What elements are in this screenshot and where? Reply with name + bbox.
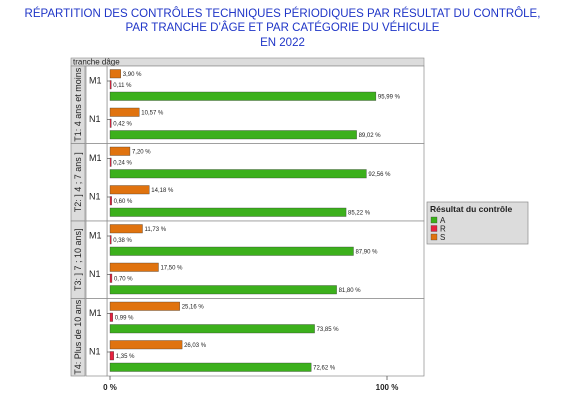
data-label-A: 81,80 % [339, 288, 362, 294]
category-label: N1 [89, 192, 101, 202]
data-label-A: 73,85 % [317, 327, 340, 333]
bar-S [109, 340, 183, 350]
bar-A [109, 285, 337, 295]
bar-S [109, 185, 150, 195]
bar-S [109, 224, 143, 234]
legend-swatch-S [430, 233, 438, 241]
category-label: N1 [89, 114, 101, 124]
category-column [85, 298, 108, 377]
bar-S [109, 262, 159, 272]
data-label-S: 14,18 % [151, 188, 174, 194]
data-label-R: 0,70 % [114, 277, 133, 283]
category-label: N1 [89, 269, 101, 279]
data-label-A: 92,56 % [368, 172, 391, 178]
category-label: M1 [89, 153, 102, 163]
chart-title-line-1: RÉPARTITION DES CONTRÔLES TECHNIQUES PÉR… [24, 8, 541, 20]
panel-label: T1: 4 ans et moins [73, 67, 83, 142]
data-label-S: 3,90 % [123, 72, 142, 78]
chart-title-line-3: EN 2022 [260, 37, 305, 49]
data-label-R: 0,11 % [113, 83, 132, 89]
x-tick-label: 100 % [376, 383, 399, 392]
bar-A [109, 130, 357, 140]
data-label-R: 0,60 % [114, 199, 133, 205]
data-label-A: 85,22 % [348, 211, 371, 217]
category-label: M1 [89, 76, 102, 86]
panel-label: T2: ] 4 ; 7 ans ] [73, 152, 83, 212]
data-label-R: 1,35 % [116, 354, 135, 360]
category-label: M1 [89, 308, 102, 318]
bar-A [109, 169, 367, 179]
data-label-S: 10,57 % [141, 111, 164, 117]
bar-R [109, 80, 112, 90]
panel-strip [70, 298, 86, 377]
bar-A [109, 246, 354, 256]
bar-A [109, 91, 377, 101]
data-label-A: 72,62 % [313, 366, 336, 372]
panel-label: T4: Plus de 10 ans [73, 299, 83, 375]
bar-A [109, 362, 312, 372]
data-label-R: 0,38 % [113, 238, 132, 244]
bar-A [109, 207, 347, 217]
data-label-R: 0,99 % [115, 316, 134, 322]
panel-axis-header [70, 57, 425, 67]
bar-R [109, 196, 112, 206]
data-label-S: 17,50 % [160, 266, 183, 272]
bar-S [109, 69, 121, 79]
data-label-S: 25,16 % [182, 305, 205, 311]
legend-swatch-R [430, 225, 438, 232]
legend-label-S: S [440, 233, 445, 242]
bar-R [109, 351, 114, 361]
data-label-A: 87,90 % [355, 250, 378, 256]
bar-R [109, 118, 112, 128]
legend-label-A: A [440, 216, 446, 225]
bar-S [109, 107, 140, 117]
legend-box [426, 201, 529, 245]
legend-label-R: R [440, 225, 446, 234]
x-tick-label: 0 % [103, 383, 117, 392]
category-label: N1 [89, 347, 101, 357]
bar-R [109, 235, 112, 245]
bar-S [109, 301, 180, 311]
bar-S [109, 146, 131, 156]
legend-swatch-A [430, 216, 438, 224]
bar-A [109, 324, 315, 334]
data-label-A: 89,02 % [359, 133, 382, 139]
data-label-R: 0,42 % [113, 122, 132, 128]
data-label-S: 26,03 % [184, 343, 207, 349]
legend-title: Résultat du contrôle [430, 204, 512, 214]
bar-R [109, 157, 112, 167]
category-label: M1 [89, 231, 102, 241]
data-label-S: 7,20 % [132, 150, 151, 156]
data-label-R: 0,24 % [113, 161, 132, 167]
chart-title-line-2: PAR TRANCHE D’ÂGE ET PAR CATÉGORIE DU VÉ… [125, 22, 440, 34]
data-label-S: 11,73 % [144, 227, 166, 233]
bar-R [109, 312, 113, 322]
panel-label: T3: ] 7 ; 10 ans] [73, 228, 83, 291]
panel-axis-label: tranche dâge [73, 58, 120, 67]
bar-R [109, 273, 113, 283]
data-label-A: 95,99 % [378, 95, 401, 101]
